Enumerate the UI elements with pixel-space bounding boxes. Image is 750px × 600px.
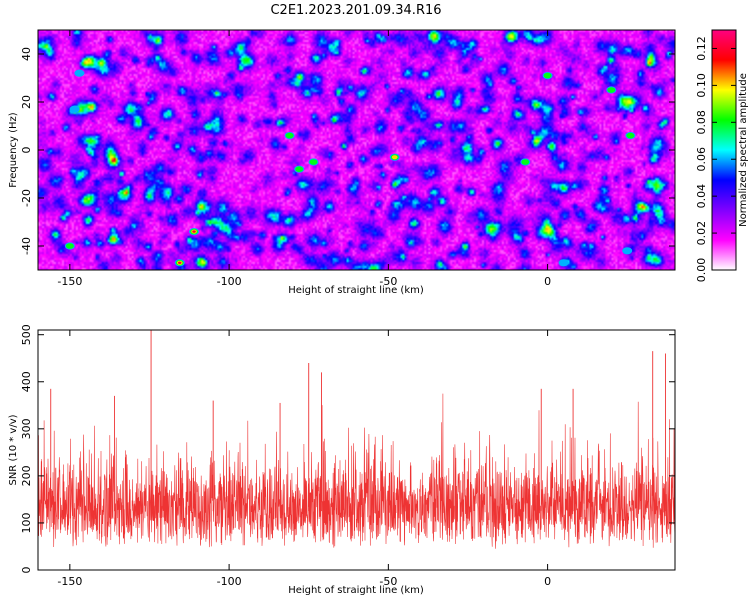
heatmap-x-tick-label: -100 xyxy=(217,275,242,288)
snr-y-tick-label: 500 xyxy=(20,324,33,345)
heatmap-peak xyxy=(285,132,294,139)
heatmap-peak xyxy=(65,243,74,249)
snr-y-tick-label: 400 xyxy=(20,371,33,392)
snr-x-tick-label: -100 xyxy=(217,575,242,588)
snr-y-tick-label: 300 xyxy=(20,418,33,439)
snr-frame xyxy=(37,329,676,571)
heatmap-peak xyxy=(192,230,196,233)
heatmap-peak xyxy=(309,159,318,165)
heatmap-panel: -150 -100 -50 0 -40 -20 0 20 40 Height of strai… xyxy=(8,29,676,296)
snr-series-line xyxy=(38,393,675,549)
heatmap-peak xyxy=(521,159,530,165)
colorbar-tick-label: 0.08 xyxy=(695,110,708,135)
heatmap-x-ticks: -150 -100 -50 0 xyxy=(57,30,551,288)
colorbar-gradient xyxy=(711,29,737,271)
colorbar-tick-label: 0.04 xyxy=(695,184,708,209)
heatmap-y-tick-label: -20 xyxy=(20,189,33,207)
colorbar-tick-label: 0.00 xyxy=(695,258,708,283)
heatmap-y-tick-label: -40 xyxy=(20,237,33,255)
colorbar: 0.00 0.02 0.04 0.06 0.08 0.10 0.12 Normalized … xyxy=(695,29,749,282)
heatmap-y-axis-label: Frequency (Hz) xyxy=(8,112,19,188)
snr-x-axis-label: Height of straight line (km) xyxy=(288,585,424,596)
snr-y-tick-label: 200 xyxy=(20,465,33,486)
heatmap-x-tick-label: -150 xyxy=(57,275,82,288)
snr-x-ticks: -150 -100 -50 0 xyxy=(57,330,551,588)
colorbar-tick-label: 0.10 xyxy=(695,73,708,98)
snr-x-tick-label: 0 xyxy=(544,575,551,588)
heatmap-x-tick-label: -50 xyxy=(379,275,397,288)
figure-title: C2E1.2023.201.09.34.R16 xyxy=(270,3,441,18)
heatmap-peak xyxy=(295,166,304,172)
heatmap-peaks xyxy=(64,69,636,267)
snr-peaks xyxy=(50,330,666,512)
heatmap-x-tick-label: 0 xyxy=(544,275,551,288)
snr-y-axis-label: SNR (10 * v/v) xyxy=(8,414,19,485)
heatmap-y-tick-label: 0 xyxy=(20,147,33,154)
heatmap-peak xyxy=(607,87,616,93)
snr-y-tick-label: 0 xyxy=(20,567,33,574)
heatmap-peak xyxy=(626,132,635,139)
snr-y-ticks: 0 100 200 300 400 500 xyxy=(20,324,675,574)
colorbar-label: Normalized spectral amplitude xyxy=(738,73,749,227)
colorbar-ticks: 0.00 0.02 0.04 0.06 0.08 0.10 0.12 xyxy=(695,36,736,282)
snr-x-tick-label: -50 xyxy=(379,575,397,588)
heatmap-image xyxy=(38,30,675,270)
heatmap-peak xyxy=(558,259,569,267)
heatmap-peak xyxy=(178,261,182,264)
heatmap-peak xyxy=(69,105,80,113)
heatmap-x-axis-label: Height of straight line (km) xyxy=(288,285,424,296)
heatmap-y-tick-label: 20 xyxy=(20,95,33,109)
colorbar-tick-label: 0.06 xyxy=(695,147,708,172)
colorbar-tick-label: 0.02 xyxy=(695,221,708,246)
snr-panel: -150 -100 -50 0 0 100 200 300 400 500 Height of … xyxy=(8,324,676,596)
heatmap-peak xyxy=(543,72,552,79)
colorbar-tick-label: 0.12 xyxy=(695,36,708,61)
snr-x-tick-label: -150 xyxy=(57,575,82,588)
heatmap-peak xyxy=(74,69,85,77)
heatmap-peak xyxy=(622,247,633,255)
heatmap-y-tick-label: 40 xyxy=(20,47,33,61)
snr-y-tick-label: 100 xyxy=(20,512,33,533)
heatmap-y-ticks: -40 -20 0 20 40 xyxy=(20,47,675,255)
heatmap-peak xyxy=(391,155,398,160)
